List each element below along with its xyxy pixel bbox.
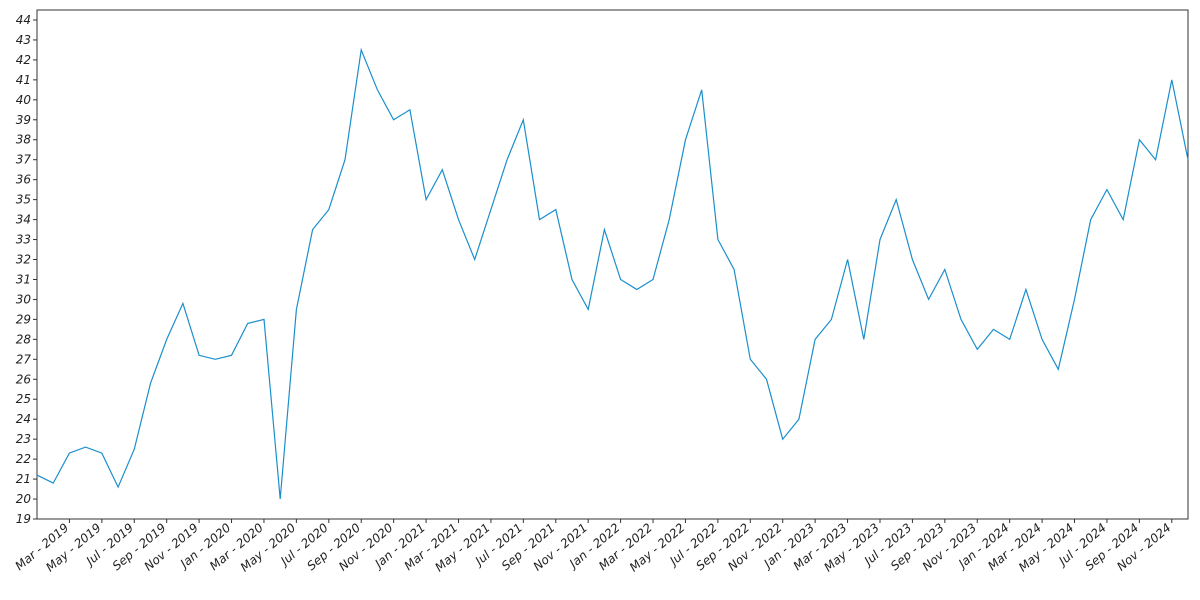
y-tick-label: 41	[16, 73, 31, 87]
line-series	[36, 47, 1189, 500]
y-tick-label: 25	[16, 392, 31, 406]
y-tick-label: 36	[16, 173, 32, 187]
y-tick-label: 32	[16, 253, 31, 267]
y-tick-label: 28	[16, 332, 32, 346]
y-tick-label: 37	[16, 153, 32, 167]
y-tick-label: 30	[16, 292, 32, 306]
plot-frame	[36, 9, 1189, 520]
y-tick-label: 34	[16, 213, 31, 227]
y-tick-label: 43	[16, 33, 31, 47]
y-tick-label: 27	[16, 352, 32, 366]
y-tick-label: 39	[16, 113, 31, 127]
y-tick-label: 42	[16, 53, 31, 67]
y-tick-label: 40	[16, 93, 32, 107]
y-tick-label: 21	[16, 472, 31, 486]
y-tick-label: 26	[16, 372, 32, 386]
y-tick-label: 23	[16, 432, 31, 446]
y-tick-label: 35	[16, 193, 31, 207]
y-tick-label: 22	[16, 452, 31, 466]
y-tick-label: 44	[16, 13, 31, 27]
y-tick-label: 33	[16, 233, 31, 247]
y-tick-label: 31	[16, 272, 31, 286]
y-tick-label: 29	[16, 312, 31, 326]
y-tick-label: 38	[16, 133, 32, 147]
y-tick-label: 19	[16, 512, 31, 526]
y-tick-label: 24	[16, 412, 31, 426]
y-tick-label: 20	[16, 492, 32, 506]
